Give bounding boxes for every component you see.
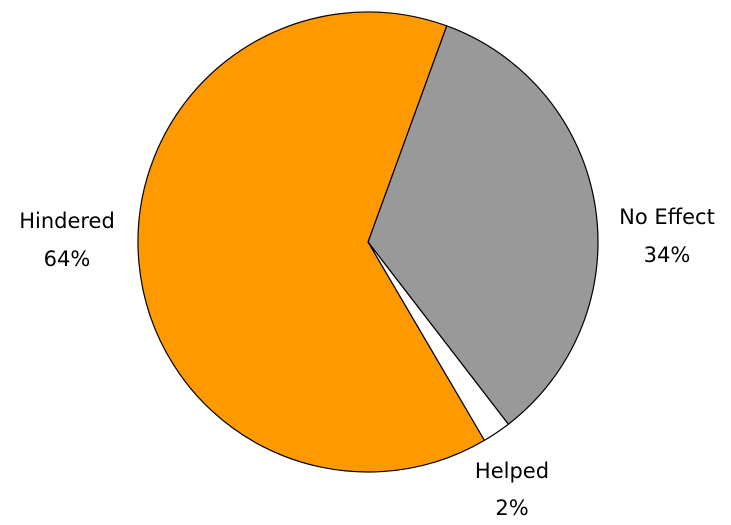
pie-slices [137, 11, 599, 473]
pie-labels: No Effect 34% Helped 2% Hindered 64% [19, 205, 715, 520]
slice-label-helped: Helped [475, 459, 549, 483]
slice-value-helped: 2% [495, 496, 528, 520]
slice-value-no-effect: 34% [644, 243, 691, 267]
pie-slice-hindered [137, 11, 485, 473]
pie-slice-no-effect [367, 25, 599, 425]
slice-label-hindered: Hindered [19, 209, 115, 233]
slice-label-no-effect: No Effect [619, 205, 715, 229]
slice-value-hindered: 64% [44, 247, 91, 271]
